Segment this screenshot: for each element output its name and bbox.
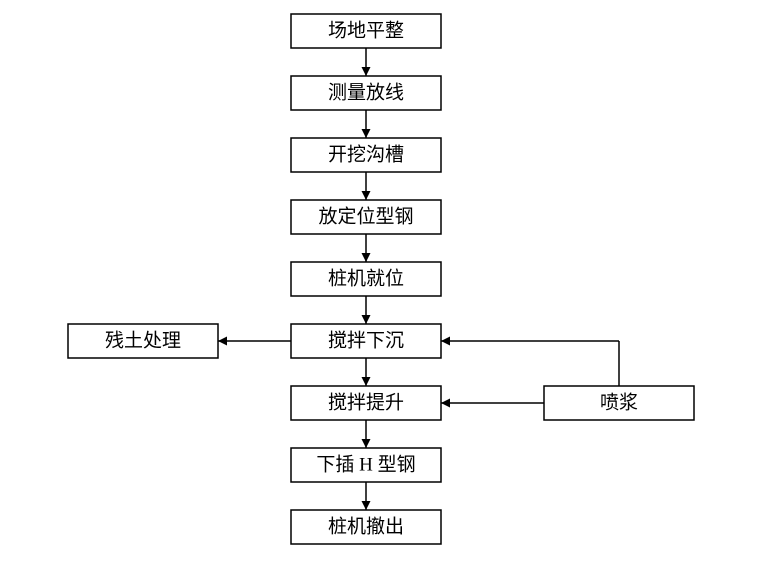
- flow-node-label: 放定位型钢: [318, 205, 413, 227]
- flow-node-n1: 场地平整: [291, 14, 441, 48]
- flow-node-label: 喷浆: [600, 391, 638, 413]
- flow-node-s2: 喷浆: [544, 386, 694, 420]
- flow-node-n2: 测量放线: [291, 76, 441, 110]
- flow-node-label: 场地平整: [328, 19, 404, 41]
- flow-node-n9: 桩机撤出: [291, 510, 441, 544]
- flow-node-label: 下插 H 型钢: [316, 453, 415, 475]
- flow-node-n8: 下插 H 型钢: [291, 448, 441, 482]
- flow-node-label: 桩机就位: [328, 267, 404, 289]
- nodes-group: 场地平整测量放线开挖沟槽放定位型钢桩机就位搅拌下沉搅拌提升下插 H 型钢桩机撤出…: [68, 14, 694, 544]
- flow-node-n5: 桩机就位: [291, 262, 441, 296]
- flow-node-label: 开挖沟槽: [328, 143, 404, 165]
- flow-node-n6: 搅拌下沉: [291, 324, 441, 358]
- flow-node-label: 搅拌提升: [328, 391, 404, 413]
- flow-node-label: 桩机撤出: [328, 515, 404, 537]
- flow-node-n7: 搅拌提升: [291, 386, 441, 420]
- flow-node-n3: 开挖沟槽: [291, 138, 441, 172]
- flowchart: 场地平整测量放线开挖沟槽放定位型钢桩机就位搅拌下沉搅拌提升下插 H 型钢桩机撤出…: [0, 0, 760, 570]
- flow-node-s1: 残土处理: [68, 324, 218, 358]
- flow-node-label: 搅拌下沉: [328, 329, 404, 351]
- flow-node-n4: 放定位型钢: [291, 200, 441, 234]
- flow-node-label: 残土处理: [105, 329, 181, 351]
- flow-node-label: 测量放线: [328, 81, 404, 103]
